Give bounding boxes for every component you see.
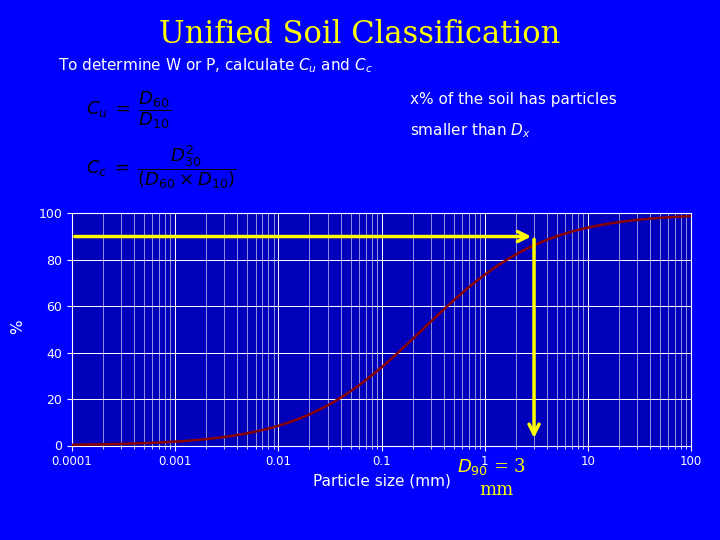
Text: Unified Soil Classification: Unified Soil Classification bbox=[159, 19, 561, 50]
Text: %: % bbox=[11, 319, 25, 334]
Text: $C_c \; = \; \dfrac{D_{30}^2}{(D_{60} \times D_{10})}$: $C_c \; = \; \dfrac{D_{30}^2}{(D_{60} \t… bbox=[86, 143, 237, 191]
Text: smaller than $D_x$: smaller than $D_x$ bbox=[410, 122, 531, 140]
Text: x% of the soil has particles: x% of the soil has particles bbox=[410, 92, 617, 107]
Text: $D_{90}$ = 3: $D_{90}$ = 3 bbox=[457, 456, 526, 477]
X-axis label: Particle size (mm): Particle size (mm) bbox=[312, 474, 451, 489]
Text: To determine W or P, calculate $C_u$ and $C_c$: To determine W or P, calculate $C_u$ and… bbox=[58, 57, 372, 76]
Text: $C_u \; = \; \dfrac{D_{60}}{D_{10}}$: $C_u \; = \; \dfrac{D_{60}}{D_{10}}$ bbox=[86, 89, 171, 131]
Text: mm: mm bbox=[479, 481, 513, 498]
